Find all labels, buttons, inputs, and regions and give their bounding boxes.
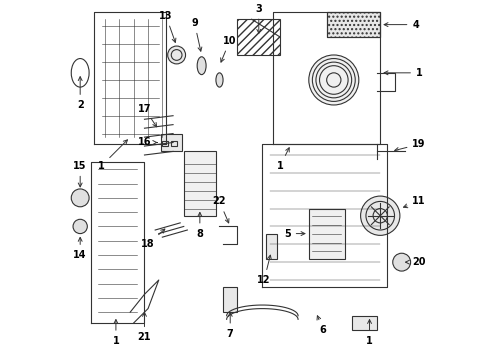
Circle shape bbox=[71, 189, 89, 207]
Text: 14: 14 bbox=[73, 238, 87, 260]
Text: 1: 1 bbox=[112, 320, 119, 346]
Bar bbox=[351, 316, 376, 330]
Text: 22: 22 bbox=[212, 197, 228, 223]
Bar bbox=[183, 152, 216, 216]
Bar bbox=[265, 234, 276, 258]
Circle shape bbox=[360, 196, 399, 235]
Bar bbox=[308, 208, 344, 258]
Text: 5: 5 bbox=[284, 229, 305, 239]
Text: 1: 1 bbox=[384, 68, 422, 78]
Text: 11: 11 bbox=[403, 197, 425, 208]
Bar bbox=[160, 134, 182, 152]
Text: 1: 1 bbox=[276, 148, 288, 171]
Text: 17: 17 bbox=[138, 104, 156, 127]
Text: 7: 7 bbox=[226, 312, 233, 339]
Text: 10: 10 bbox=[220, 36, 236, 62]
Circle shape bbox=[73, 219, 87, 234]
Bar bbox=[223, 287, 237, 312]
Ellipse shape bbox=[197, 57, 205, 75]
Text: 13: 13 bbox=[159, 11, 176, 42]
Bar bbox=[237, 19, 280, 55]
Text: 1: 1 bbox=[98, 140, 127, 171]
Circle shape bbox=[308, 55, 358, 105]
Bar bbox=[326, 12, 380, 37]
Circle shape bbox=[392, 253, 410, 271]
Bar bbox=[171, 141, 176, 146]
Bar bbox=[237, 19, 280, 55]
Bar bbox=[326, 12, 380, 37]
Text: 16: 16 bbox=[138, 138, 157, 148]
Text: 8: 8 bbox=[196, 212, 203, 239]
Text: 20: 20 bbox=[405, 257, 425, 267]
Text: 1: 1 bbox=[366, 320, 372, 346]
Bar bbox=[326, 12, 380, 37]
Text: 4: 4 bbox=[383, 19, 418, 30]
Text: 3: 3 bbox=[255, 4, 262, 33]
Text: 6: 6 bbox=[316, 316, 326, 335]
Circle shape bbox=[167, 46, 185, 64]
Text: 9: 9 bbox=[191, 18, 202, 51]
Text: 21: 21 bbox=[138, 312, 151, 342]
Bar bbox=[162, 141, 167, 146]
Text: 12: 12 bbox=[257, 255, 271, 285]
Ellipse shape bbox=[216, 73, 223, 87]
Text: 2: 2 bbox=[77, 77, 83, 110]
Text: 15: 15 bbox=[73, 161, 87, 187]
Text: 19: 19 bbox=[394, 139, 425, 152]
Text: 18: 18 bbox=[141, 229, 164, 249]
